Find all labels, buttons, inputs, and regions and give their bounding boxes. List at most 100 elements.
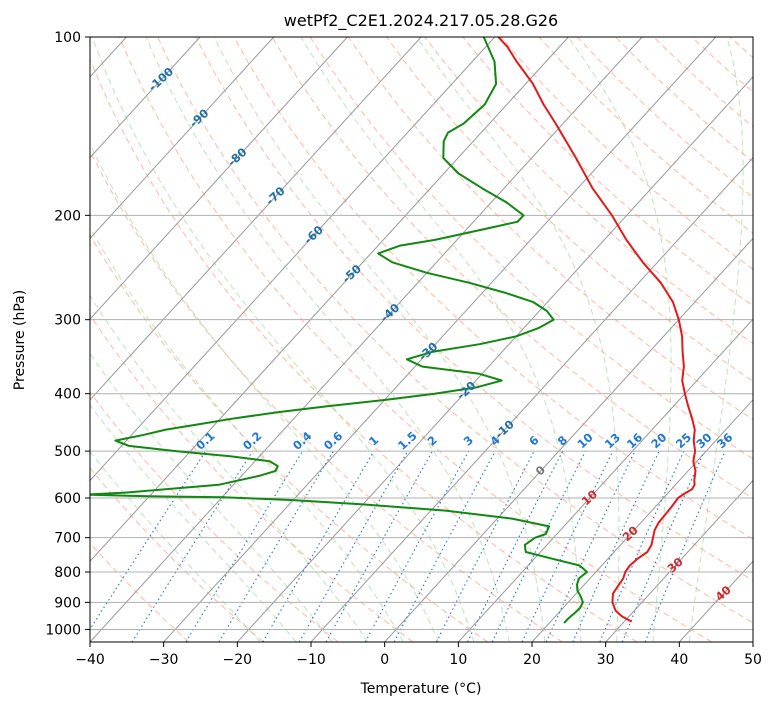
isotherm-line — [752, 641, 753, 642]
moist-adiabat — [688, 37, 744, 642]
dry-adiabat — [538, 37, 753, 234]
mixing-ratio-label: 16 — [624, 430, 645, 451]
mixing-ratio-label: 1 — [366, 433, 381, 449]
mixing-ratio-label: 10 — [574, 430, 595, 451]
mixing-ratio-line — [90, 450, 207, 631]
temperature-profile-line — [497, 37, 697, 623]
x-tick-label: 20 — [523, 652, 541, 668]
mixing-ratio-label: 2 — [425, 433, 440, 449]
plot-frame — [89, 36, 754, 643]
mixing-ratio-line — [572, 450, 660, 642]
mixing-ratio-label: 36 — [714, 430, 735, 451]
moist-adiabat — [213, 37, 546, 642]
dry-adiabat — [347, 37, 753, 421]
moist-adiabat — [91, 37, 475, 642]
mixing-ratio-line — [218, 450, 334, 642]
isotherm-line — [90, 37, 643, 642]
pressure-gridlines — [90, 37, 753, 630]
dry-adiabat — [729, 37, 753, 59]
isotherm-line — [236, 76, 753, 642]
y-tick-label: 700 — [54, 531, 81, 547]
y-tick-label: 300 — [54, 313, 81, 329]
dry-adiabat — [90, 234, 488, 642]
moist-adiabat — [90, 142, 440, 642]
isotherm-line — [90, 37, 201, 159]
dry-adiabat — [90, 313, 414, 642]
dry-adiabat — [90, 149, 563, 642]
mixing-ratio-line — [131, 450, 254, 642]
dry-adiabat — [615, 37, 753, 163]
dry-adiabat — [118, 37, 712, 642]
dry-adiabat — [691, 37, 753, 93]
x-tick-label: −10 — [296, 652, 326, 668]
moist-adiabat — [90, 226, 404, 642]
mixing-ratio-line — [364, 450, 470, 642]
y-tick-label: 500 — [54, 444, 81, 460]
moist-adiabat — [90, 294, 369, 642]
dry-adiabat — [768, 37, 775, 642]
dry-adiabat — [271, 37, 753, 500]
mixing-ratio-label: 0.2 — [240, 429, 264, 453]
isotherm-line — [605, 479, 753, 642]
mixing-ratio-label: 1.5 — [395, 429, 419, 453]
isotherm-line — [90, 37, 348, 320]
y-tick-label: 800 — [54, 565, 81, 581]
moist-adiabat — [90, 352, 333, 642]
mixing-ratio-line — [262, 450, 375, 642]
mixing-ratio-line — [644, 450, 726, 642]
x-tick-label: 40 — [670, 652, 688, 668]
y-axis-label: Pressure (hPa) — [12, 290, 28, 390]
mixing-ratio-label: 0.4 — [290, 429, 314, 453]
x-tick-label: −40 — [75, 652, 105, 668]
x-tick-label: −20 — [223, 652, 253, 668]
x-tick-label: 10 — [449, 652, 467, 668]
isotherm-line — [163, 37, 717, 642]
dry-adiabat — [157, 37, 753, 624]
profile-lines — [90, 37, 697, 624]
dry-adiabat — [90, 57, 638, 642]
isotherm-line — [457, 318, 753, 642]
dry-adiabat — [90, 542, 190, 642]
moist-adiabat — [300, 37, 582, 642]
x-tick-label: −30 — [149, 652, 179, 668]
isotherm-line — [384, 237, 753, 642]
mixing-ratio-line — [599, 450, 685, 642]
mixing-ratio-line — [621, 450, 705, 642]
dry-adiabat — [653, 37, 753, 128]
moist-adiabat — [90, 404, 297, 642]
y-tick-label: 400 — [54, 387, 81, 403]
dry-adiabat — [576, 37, 753, 198]
mixing-ratio-line — [521, 450, 614, 642]
moist-adiabat — [567, 37, 672, 642]
mixing-ratio-label: 13 — [602, 430, 623, 451]
mixing-ratio-line — [185, 450, 304, 642]
mixing-ratio-line — [467, 450, 564, 642]
moist-adiabat — [145, 37, 510, 642]
x-tick-label: 0 — [380, 652, 389, 668]
y-tick-label: 100 — [54, 30, 81, 46]
dry-adiabat — [309, 37, 753, 460]
mixing-ratio-label: 25 — [673, 430, 694, 451]
dry-adiabat — [195, 37, 753, 582]
dewpoint-profile-line — [90, 37, 588, 624]
isotherm-line — [531, 399, 753, 642]
mixing-ratio-line — [491, 450, 586, 642]
isotherm-line — [90, 37, 569, 563]
x-tick-label: 50 — [744, 652, 762, 668]
moist-adiabat — [90, 450, 261, 642]
mixing-ratio-label: 0.6 — [321, 429, 345, 453]
isotherm-line — [310, 156, 753, 642]
mixing-ratio-line — [545, 450, 636, 642]
mixing-ratio-label: 8 — [555, 433, 570, 449]
y-tick-label: 1000 — [45, 622, 81, 638]
y-tick-label: 900 — [54, 595, 81, 611]
mixing-ratio-label: 30 — [693, 430, 714, 451]
chart-title: wetPf2_C2E1.2024.217.05.28.G26 — [284, 11, 558, 31]
background-lines — [90, 37, 775, 642]
isotherm-line — [90, 37, 275, 240]
mixing-ratio-line — [393, 450, 496, 642]
x-tick-label: 30 — [597, 652, 615, 668]
dry-adiabat — [386, 37, 753, 382]
dry-adiabat — [90, 467, 264, 642]
